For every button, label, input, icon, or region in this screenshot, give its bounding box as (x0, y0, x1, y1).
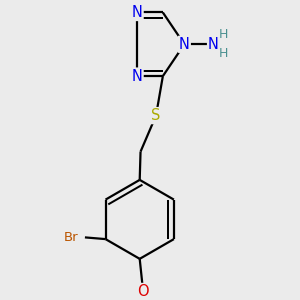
Text: H: H (218, 47, 228, 60)
Text: N: N (179, 37, 190, 52)
Text: O: O (137, 284, 149, 299)
Text: N: N (132, 69, 142, 84)
Text: Br: Br (64, 231, 79, 244)
Text: N: N (208, 37, 219, 52)
Text: S: S (151, 108, 161, 123)
Text: H: H (218, 28, 228, 41)
Text: N: N (132, 5, 142, 20)
